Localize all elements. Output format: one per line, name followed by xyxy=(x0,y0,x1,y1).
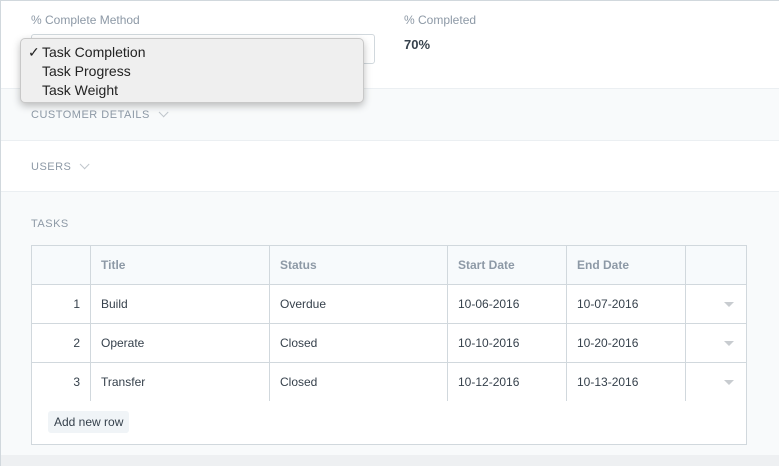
table-row[interactable]: 1 Build Overdue 10-06-2016 10-07-2016 xyxy=(31,284,747,324)
caret-down-icon[interactable] xyxy=(724,379,734,385)
row-menu[interactable] xyxy=(685,362,747,402)
table-footer: Add new row xyxy=(31,401,747,445)
option-task-progress[interactable]: Task Progress xyxy=(21,62,363,81)
cell-title[interactable]: Build xyxy=(90,284,270,324)
row-menu[interactable] xyxy=(685,284,747,324)
cell-title[interactable]: Operate xyxy=(90,323,270,363)
option-label: Task Weight xyxy=(42,82,118,98)
completed-label: % Completed xyxy=(404,13,477,27)
chevron-down-icon xyxy=(158,107,169,118)
row-index: 1 xyxy=(31,284,91,324)
section-users[interactable]: USERS xyxy=(1,141,779,192)
checkmark-icon: ✓ xyxy=(28,44,40,60)
col-status: Status xyxy=(269,245,448,285)
cell-status[interactable]: Overdue xyxy=(269,284,448,324)
table-row[interactable]: 2 Operate Closed 10-10-2016 10-20-2016 xyxy=(31,323,747,363)
chevron-down-icon xyxy=(80,159,90,170)
option-task-completion[interactable]: ✓ Task Completion xyxy=(21,43,363,62)
option-task-weight[interactable]: Task Weight xyxy=(21,81,363,100)
cell-end-date[interactable]: 10-07-2016 xyxy=(566,284,686,324)
cell-start-date[interactable]: 10-10-2016 xyxy=(447,323,567,363)
row-index: 3 xyxy=(31,362,91,402)
complete-method-dropdown: ✓ Task Completion Task Progress Task Weig… xyxy=(20,38,364,103)
col-actions xyxy=(685,245,747,285)
option-label: Task Completion xyxy=(42,44,146,60)
option-label: Task Progress xyxy=(42,63,131,79)
page-footer-strip xyxy=(1,455,779,466)
add-new-row-button[interactable]: Add new row xyxy=(48,411,130,433)
cell-status[interactable]: Closed xyxy=(269,323,448,363)
caret-down-icon[interactable] xyxy=(724,301,734,307)
caret-down-icon[interactable] xyxy=(724,340,734,346)
table-row[interactable]: 3 Transfer Closed 10-12-2016 10-13-2016 xyxy=(31,362,747,402)
cell-start-date[interactable]: 10-12-2016 xyxy=(447,362,567,402)
completed-value: 70% xyxy=(404,37,431,52)
col-index xyxy=(31,245,91,285)
table-header: Title Status Start Date End Date xyxy=(31,245,747,285)
cell-title[interactable]: Transfer xyxy=(90,362,270,402)
cell-end-date[interactable]: 10-20-2016 xyxy=(566,323,686,363)
col-end-date: End Date xyxy=(566,245,686,285)
row-menu[interactable] xyxy=(685,323,747,363)
tasks-table: Title Status Start Date End Date 1 Build… xyxy=(31,245,747,402)
users-heading: USERS xyxy=(31,161,72,173)
method-label: % Complete Method xyxy=(31,13,140,27)
row-index: 2 xyxy=(31,323,91,363)
col-title: Title xyxy=(90,245,270,285)
customer-details-heading: CUSTOMER DETAILS xyxy=(31,109,150,121)
cell-status[interactable]: Closed xyxy=(269,362,448,402)
tasks-heading: TASKS xyxy=(31,218,69,230)
cell-start-date[interactable]: 10-06-2016 xyxy=(447,284,567,324)
col-start-date: Start Date xyxy=(447,245,567,285)
cell-end-date[interactable]: 10-13-2016 xyxy=(566,362,686,402)
